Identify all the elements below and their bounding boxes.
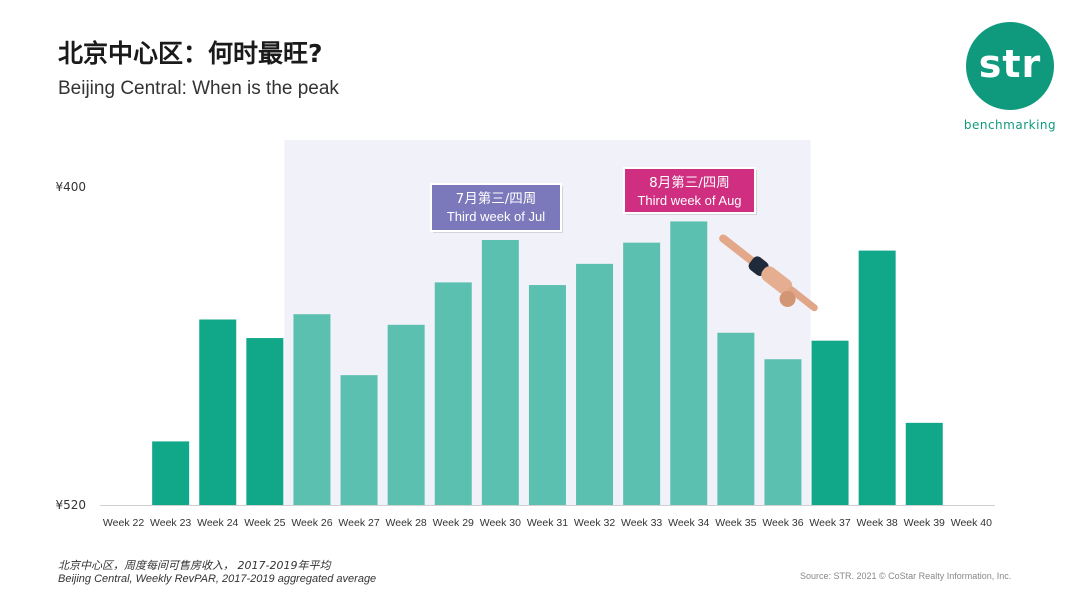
bar-week-30 [481,240,519,505]
y-tick-label: ¥400 [55,180,86,194]
footnote-english: Beijing Central, Weekly RevPAR, 2017-201… [58,573,377,585]
x-tick-label: Week 24 [197,517,238,529]
bar-week-34 [670,221,708,505]
bar-week-36 [764,359,802,505]
bar-week-23 [152,441,190,505]
bar-week-35 [717,332,755,505]
bar-week-27 [340,375,378,505]
x-tick-label: Week 40 [951,517,992,529]
source-note: Source: STR. 2021 © CoStar Realty Inform… [800,571,1012,581]
annotation-line2: Third week of Jul [447,209,545,224]
bar-week-39 [905,422,943,505]
x-tick-label: Week 34 [668,517,709,529]
diver-head [779,290,796,307]
bar-week-28 [387,324,425,505]
bar-week-29 [434,282,472,505]
x-tick-label: Week 39 [904,517,945,529]
footnote-chinese: 北京中心区，周度每间可售房收入， 2017-2019年平均 [58,559,331,572]
x-tick-label: Week 28 [386,517,427,529]
annotation-line1: 8月第三/四周 [649,174,730,191]
x-tick-label: Week 35 [715,517,756,529]
logo-tagline: benchmarking [963,118,1057,132]
x-tick-label: Week 25 [244,517,285,529]
logo-wordmark: str [978,42,1042,86]
x-tick-label: Week 37 [809,517,850,529]
diver-torso [761,266,793,295]
page-subtitle: Beijing Central: When is the peak [58,78,339,99]
annotation-line2: Third week of Aug [637,193,741,208]
logo-circle [966,22,1054,110]
x-tick-label: Week 26 [291,517,332,529]
x-tick-label: Week 38 [857,517,898,529]
x-tick-label: Week 36 [762,517,803,529]
y-tick-label: ¥520 [55,498,86,512]
str-logo: str benchmarking [962,22,1058,137]
x-tick-label: Week 32 [574,517,615,529]
x-tick-label: Week 33 [621,517,662,529]
annotation-line1: 7月第三/四周 [456,190,537,207]
diver-legs [719,234,756,265]
bar-week-37 [811,340,849,505]
diver-arms [787,286,818,312]
annotation-box [430,183,562,232]
bar-week-25 [246,338,284,505]
bar-week-24 [199,319,237,505]
bar-week-31 [528,285,566,505]
diver-illustration [719,234,818,312]
annotation-box [623,167,756,214]
page-title: 北京中心区：何时最旺? [58,39,323,68]
bar-week-33 [623,242,661,505]
bar-week-32 [576,263,614,505]
bar-week-26 [293,314,331,505]
x-tick-label: Week 27 [338,517,379,529]
bar-week-38 [858,250,896,505]
x-tick-label: Week 30 [480,517,521,529]
x-tick-label: Week 23 [150,517,191,529]
x-tick-label: Week 22 [103,517,144,529]
x-tick-label: Week 29 [433,517,474,529]
x-tick-label: Week 31 [527,517,568,529]
